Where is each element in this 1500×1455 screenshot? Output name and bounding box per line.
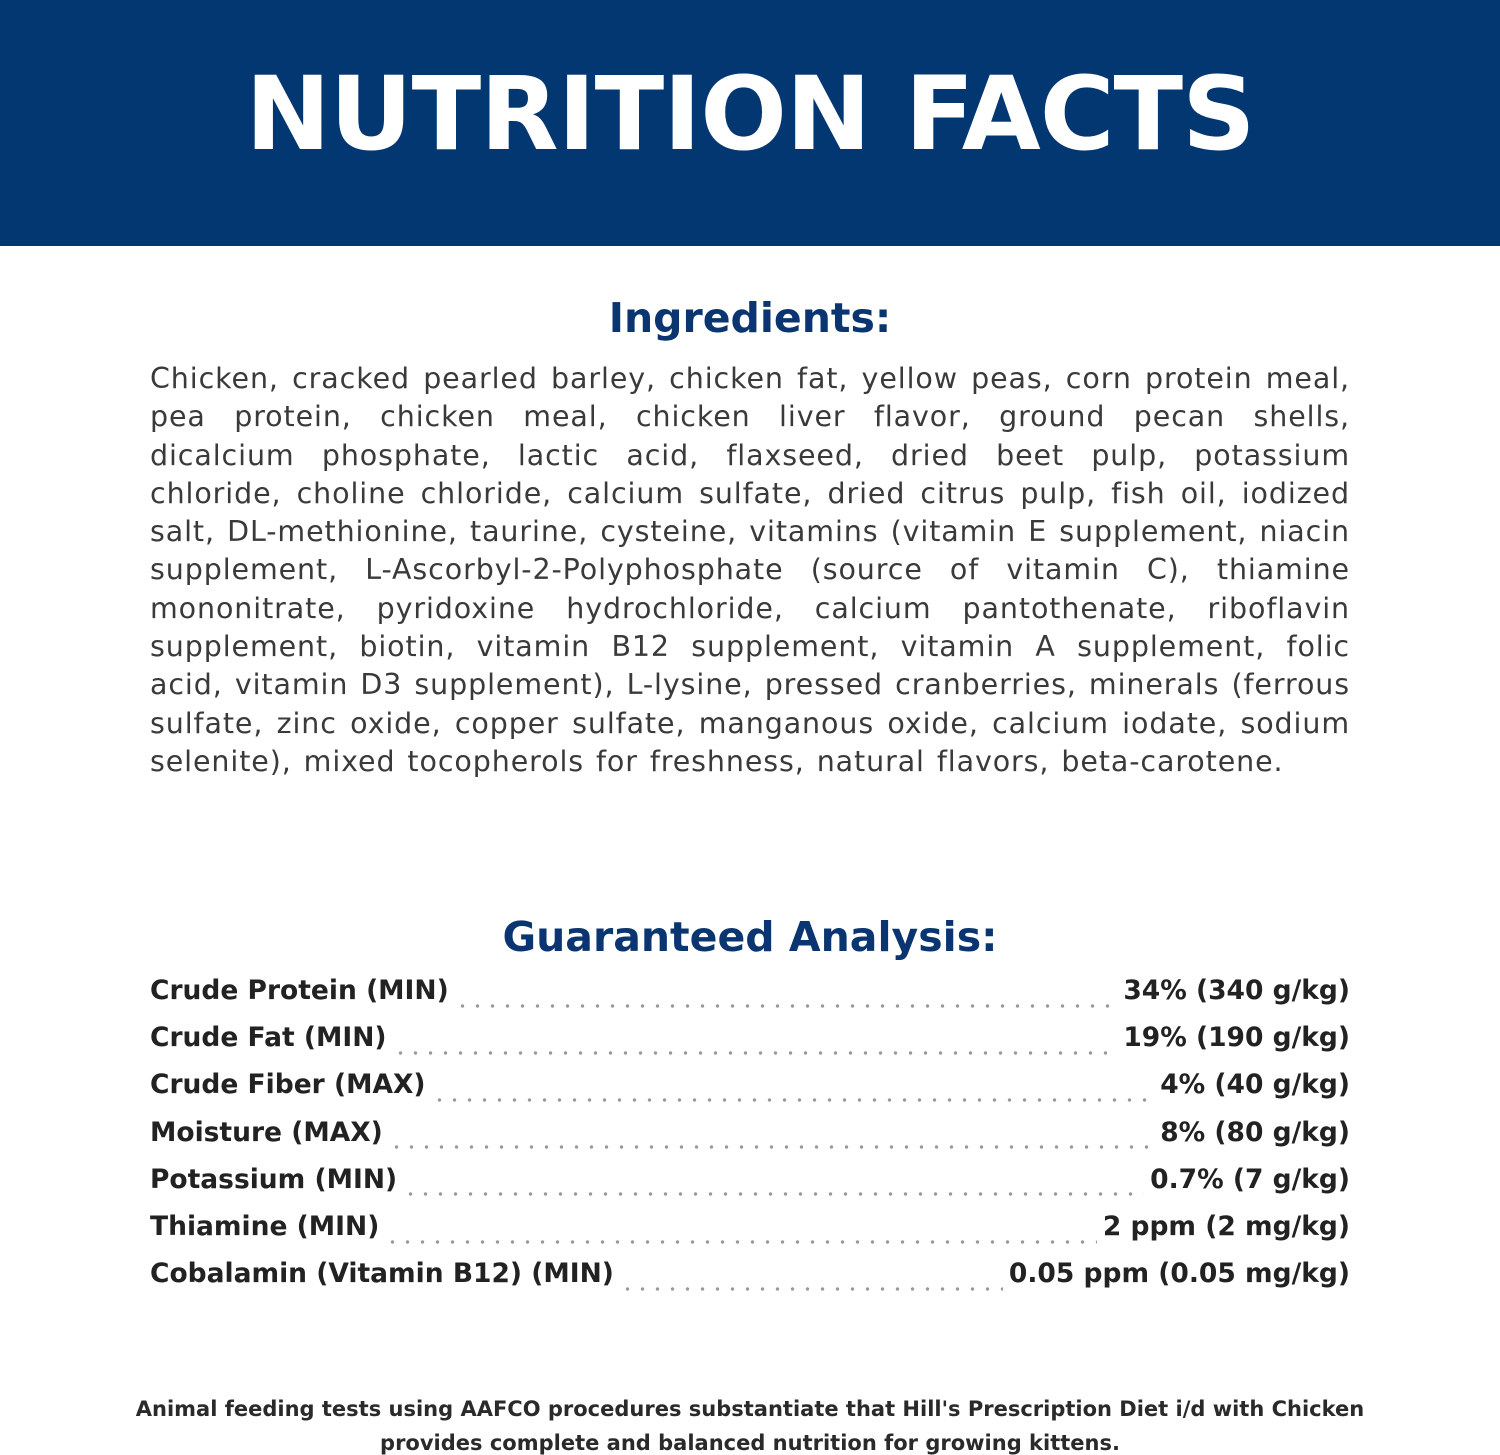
dot-leader: [454, 1003, 1118, 1008]
analysis-value: 0.7% (7 g/kg): [1150, 1163, 1350, 1195]
analysis-value: 34% (340 g/kg): [1123, 975, 1350, 1006]
analysis-value: 0.05 ppm (0.05 mg/kg): [1008, 1258, 1350, 1290]
aafco-statement: Animal feeding tests using AAFCO procedu…: [100, 1392, 1400, 1455]
dot-leader: [392, 1050, 1118, 1055]
analysis-label: Thiamine (MIN): [150, 1210, 380, 1242]
analysis-row-potassium: Potassium (MIN) 0.7% (7 g/kg): [150, 1164, 1350, 1211]
analysis-value: 2 ppm (2 mg/kg): [1102, 1210, 1350, 1242]
dot-leader: [385, 1239, 1097, 1244]
dot-leader: [388, 1145, 1155, 1150]
analysis-value: 19% (190 g/kg): [1123, 1022, 1350, 1054]
analysis-label: Potassium (MIN): [150, 1163, 398, 1195]
analysis-label: Crude Fat (MIN): [150, 1022, 387, 1054]
analysis-label: Crude Fiber (MAX): [150, 1069, 426, 1101]
dot-leader: [431, 1097, 1155, 1102]
analysis-value: 4% (40 g/kg): [1160, 1069, 1350, 1101]
analysis-row-crude-fat: Crude Fat (MIN) 19% (190 g/kg): [150, 1022, 1350, 1069]
guaranteed-analysis-heading: Guaranteed Analysis:: [502, 913, 998, 961]
analysis-row-moisture: Moisture (MAX) 8% (80 g/kg): [150, 1117, 1350, 1164]
page-title: NUTRITION FACTS: [245, 54, 1255, 174]
dot-leader: [403, 1192, 1145, 1197]
aafco-statement-line-2: provides complete and balanced nutrition…: [380, 1431, 1120, 1455]
analysis-value: 8% (80 g/kg): [1160, 1116, 1350, 1148]
analysis-row-crude-protein: Crude Protein (MIN) 34% (340 g/kg): [150, 975, 1350, 1022]
analysis-label: Cobalamin (Vitamin B12) (MIN): [150, 1258, 614, 1290]
analysis-row-cobalamin: Cobalamin (Vitamin B12) (MIN) 0.05 ppm (…: [150, 1258, 1350, 1305]
analysis-row-thiamine: Thiamine (MIN) 2 ppm (2 mg/kg): [150, 1211, 1350, 1258]
analysis-label: Moisture (MAX): [150, 1116, 383, 1148]
dot-leader: [619, 1286, 1003, 1291]
analysis-row-crude-fiber: Crude Fiber (MAX) 4% (40 g/kg): [150, 1069, 1350, 1116]
ingredients-heading: Ingredients:: [608, 294, 892, 342]
guaranteed-analysis-list: Crude Protein (MIN) 34% (340 g/kg) Crude…: [150, 975, 1350, 1305]
header-banner: NUTRITION FACTS: [0, 0, 1500, 246]
ingredients-text: Chicken, cracked pearled barley, chicken…: [150, 362, 1350, 778]
aafco-statement-line-1: Animal feeding tests using AAFCO procedu…: [135, 1397, 1365, 1421]
analysis-label: Crude Protein (MIN): [150, 975, 449, 1006]
